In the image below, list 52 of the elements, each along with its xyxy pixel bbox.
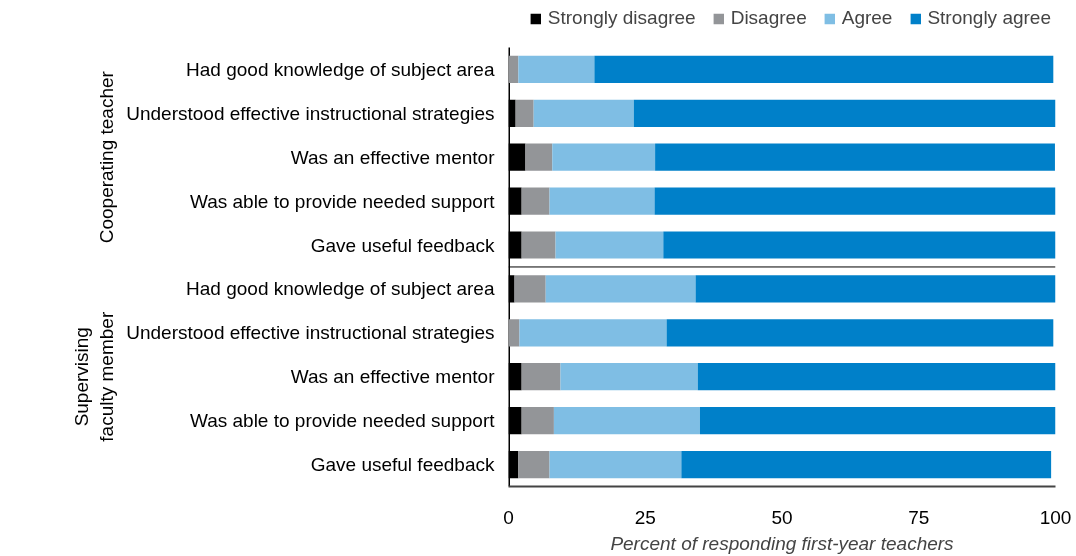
bar: [545, 275, 696, 303]
bar: [552, 143, 656, 171]
x-tick-label: 100: [1039, 506, 1072, 528]
bar: [681, 450, 1052, 479]
y-tick-label: Understood effective instructional strategies: [126, 322, 495, 344]
bar: [521, 231, 556, 259]
bar: [515, 99, 534, 127]
bar: [549, 187, 655, 215]
legend-label: Disagree: [730, 7, 807, 29]
bar: [508, 319, 520, 347]
x-tick-label: 75: [908, 506, 930, 528]
bar: [525, 143, 553, 171]
y-tick-label: Gave useful feedback: [310, 454, 495, 476]
bar: [553, 407, 700, 435]
bar: [514, 275, 546, 303]
bar: [521, 407, 554, 435]
bar: [654, 187, 1056, 215]
y-tick-label: Was able to provide needed support: [189, 190, 496, 212]
bar: [533, 99, 634, 127]
bar: [549, 450, 682, 479]
bar: [655, 143, 1055, 171]
y-tick-label: Understood effective instructional strategies: [126, 102, 495, 124]
y-tick-label: Was an effective mentor: [290, 146, 496, 168]
bar: [521, 187, 550, 215]
bar: [521, 363, 561, 391]
bar: [666, 319, 1054, 347]
x-axis-title: Percent of responding first-year teachers: [610, 532, 955, 554]
x-tick-label: 25: [634, 506, 656, 528]
y-tick-label: Gave useful feedback: [310, 234, 495, 256]
bar: [697, 363, 1056, 391]
bar: [519, 319, 667, 347]
y-tick-label: Had good knowledge of subject area: [186, 278, 495, 300]
bar: [518, 55, 595, 83]
x-tick-label: 0: [503, 506, 514, 528]
y-tick-label: Had good knowledge of subject area: [186, 58, 495, 80]
bar: [695, 275, 1056, 303]
bar: [555, 231, 664, 259]
bar: [633, 99, 1056, 127]
legend-label: Strongly disagree: [547, 7, 696, 29]
bar: [594, 55, 1054, 83]
bar: [518, 450, 550, 479]
legend-label: Strongly agree: [927, 7, 1051, 29]
bar: [508, 55, 519, 83]
text: Supervising faculty member: [71, 311, 118, 442]
y-tick-label: Was able to provide needed support: [189, 410, 496, 432]
text: Cooperating teacher: [96, 70, 118, 244]
bar: [663, 231, 1056, 259]
bar: [560, 363, 698, 391]
y-tick-label: Was an effective mentor: [290, 366, 496, 388]
bar: [699, 407, 1056, 435]
legend-label: Agree: [841, 7, 893, 29]
x-tick-label: 50: [771, 506, 793, 528]
